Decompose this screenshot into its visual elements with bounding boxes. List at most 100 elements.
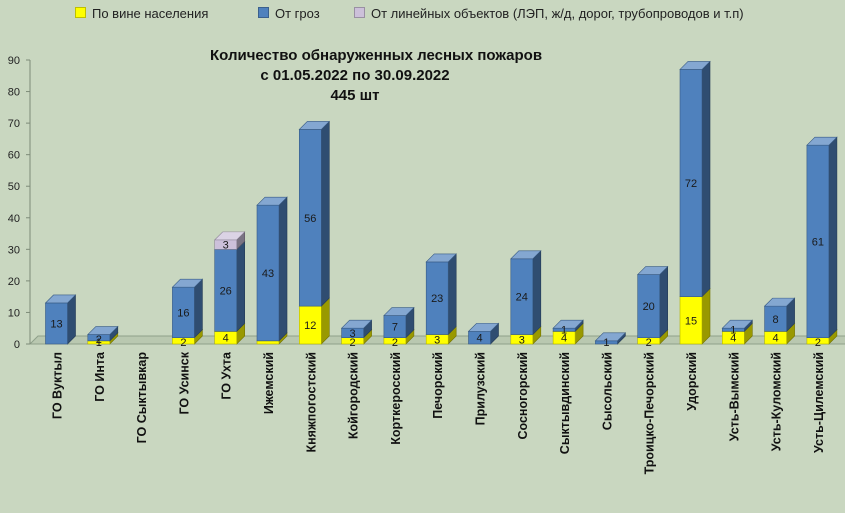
- category-label: ГО Вуктыл: [51, 352, 65, 419]
- bar-side: [67, 294, 76, 345]
- category-label: Княжпогостский: [304, 352, 318, 453]
- data-label: 4: [730, 333, 736, 345]
- bar-top: [510, 250, 542, 260]
- data-label: 12: [304, 320, 316, 332]
- data-label: 4: [476, 333, 482, 345]
- legend-label-population: По вине населения: [92, 6, 209, 21]
- category-label: Сысольский: [600, 352, 614, 430]
- bar-side: [659, 265, 669, 339]
- legend-item-thunder: От гроз: [258, 6, 320, 21]
- chart-title-line-3: 445 шт: [330, 87, 380, 104]
- category-label: Ижемский: [262, 352, 276, 414]
- category-label: Койгородский: [347, 352, 361, 439]
- data-label: 8: [773, 314, 779, 326]
- data-label: 1: [730, 324, 736, 336]
- bar-top: [425, 253, 457, 263]
- legend-item-linear: От линейных объектов (ЛЭП, ж/д, дорог, т…: [354, 6, 744, 21]
- data-label: 72: [685, 178, 697, 190]
- category-label: Усть-Куломский: [770, 352, 784, 451]
- chart-title-line-1: Количество обнаруженных лесных пожаров: [210, 47, 543, 64]
- data-label: 61: [812, 236, 824, 248]
- y-tick-label: 70: [8, 118, 20, 130]
- bar-top: [467, 323, 500, 332]
- category-label: Усть-Вымский: [727, 352, 741, 441]
- bar-top: [763, 297, 796, 307]
- bar-top: [552, 319, 584, 329]
- bar-side: [701, 287, 711, 345]
- y-tick-label: 80: [8, 87, 20, 99]
- data-label: 13: [50, 318, 62, 330]
- data-label: 2: [96, 334, 102, 346]
- data-label: 4: [223, 333, 229, 345]
- data-label: 2: [392, 337, 398, 349]
- category-label: Троицко-Печорский: [643, 352, 657, 474]
- legend-swatch-thunder: [258, 7, 269, 18]
- data-label: 3: [350, 328, 356, 340]
- category-label: Корткеросский: [389, 352, 403, 445]
- data-label: 43: [262, 268, 274, 280]
- bar-top: [340, 319, 373, 329]
- chart-title: Количество обнаруженных лесных пожаров с…: [210, 46, 543, 106]
- bar-top: [213, 231, 246, 241]
- y-tick-label: 90: [8, 55, 20, 67]
- legend-label-thunder: От гроз: [275, 6, 320, 21]
- data-label: 1: [603, 337, 609, 349]
- category-label: Усть-Цилемский: [812, 352, 826, 453]
- category-label: Прилузский: [474, 352, 488, 425]
- bar-side: [532, 250, 542, 336]
- bar-top: [636, 266, 669, 275]
- legend-label-linear: От линейных объектов (ЛЭП, ж/д, дорог, т…: [371, 6, 744, 21]
- y-tick-label: 0: [14, 339, 20, 351]
- bar-top: [256, 196, 288, 206]
- legend-item-population: По вине населения: [75, 6, 208, 21]
- category-label: Удорский: [685, 352, 699, 411]
- data-label: 3: [223, 240, 229, 252]
- y-tick-label: 50: [8, 181, 20, 193]
- data-label: 26: [220, 285, 232, 297]
- data-label: 3: [519, 334, 525, 346]
- category-label: ГО Усинск: [177, 351, 191, 414]
- data-label: 24: [516, 292, 528, 304]
- bar-top: [721, 319, 754, 329]
- data-label: 7: [392, 322, 398, 334]
- bar-top: [298, 121, 331, 130]
- legend: По вине населения От гроз От линейных об…: [0, 6, 845, 26]
- data-label: 2: [350, 337, 356, 349]
- y-tick-label: 30: [8, 244, 20, 256]
- bar-side: [701, 60, 711, 298]
- bar-side: [320, 120, 330, 307]
- bar-top: [87, 326, 119, 335]
- bar-top: [171, 278, 204, 288]
- data-label: 1: [96, 337, 102, 349]
- bar-top: [383, 307, 415, 316]
- bar-side: [236, 240, 245, 333]
- chart-title-line-2: с 01.05.2022 по 30.09.2022: [260, 67, 450, 84]
- data-label: 20: [643, 301, 655, 313]
- category-label: ГО Ухта: [220, 351, 234, 400]
- data-label: 56: [304, 213, 316, 225]
- category-label: Печорский: [431, 352, 445, 419]
- bar-top: [44, 294, 77, 304]
- bar-top: [594, 332, 627, 342]
- category-label: ГО Инта: [93, 351, 107, 402]
- bar-side: [278, 196, 288, 342]
- bar-top: [679, 61, 711, 70]
- data-label: 4: [561, 333, 567, 345]
- bar-side: [447, 253, 457, 336]
- data-label: 2: [180, 337, 186, 349]
- category-label: Сосногорский: [516, 352, 530, 440]
- legend-swatch-linear: [354, 7, 365, 18]
- data-label: 1: [561, 324, 567, 336]
- data-label: 23: [431, 293, 443, 305]
- data-label: 2: [646, 337, 652, 349]
- category-label: ГО Сыктывкар: [135, 352, 149, 444]
- y-tick-label: 20: [8, 276, 20, 288]
- data-label: 2: [815, 337, 821, 349]
- y-tick-label: 10: [8, 307, 20, 319]
- data-label: 4: [773, 333, 779, 345]
- y-tick-label: 60: [8, 150, 20, 162]
- data-label: 3: [434, 334, 440, 346]
- legend-swatch-population: [75, 7, 86, 18]
